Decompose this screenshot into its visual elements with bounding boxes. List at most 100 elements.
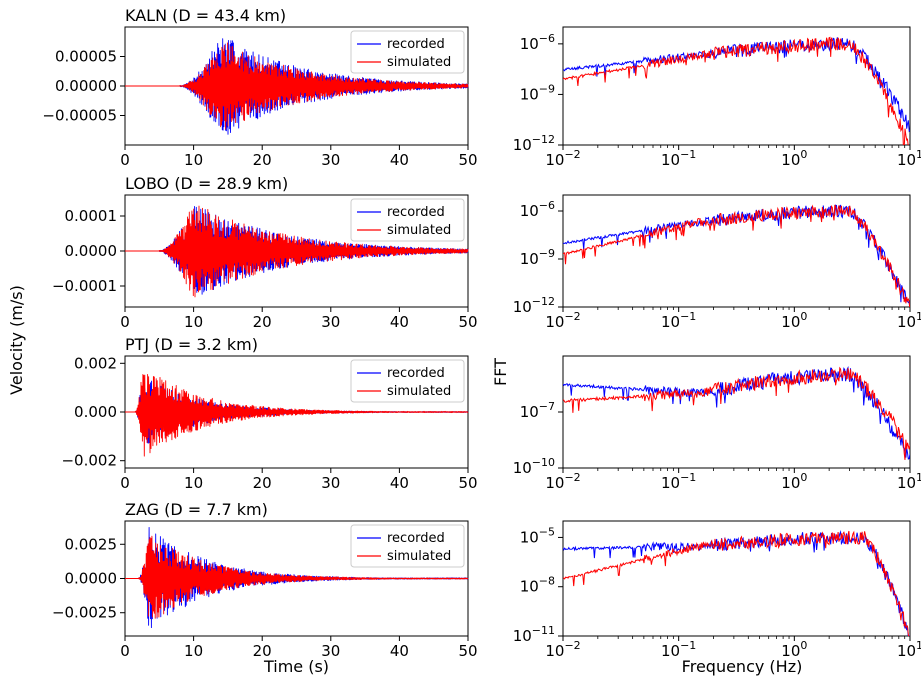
axes-frame [562,355,911,469]
spectrum-simulated [563,366,910,460]
xtick-label: 10−1 [661,310,696,331]
xtick-label: 50 [458,474,477,492]
axes-frame [562,26,911,146]
ytick-label: −0.002 [61,452,117,470]
legend-label-simulated: simulated [387,223,451,238]
xtick-label: 30 [321,474,340,492]
ytick-label: 0.0000 [65,242,118,260]
spectrum-recorded [563,37,910,133]
xtick-label: 40 [390,642,409,660]
xtick-label: 20 [253,151,272,169]
xtick-label: 0 [120,474,130,492]
xtick-label: 10 [184,642,203,660]
panel-title: PTJ (D = 3.2 km) [125,335,258,354]
xtick-label: 10−2 [545,310,580,331]
xtick-label: 101 [897,471,921,492]
xlabel-frequency: Frequency (Hz) [682,657,803,676]
trace-simulated [125,42,469,130]
time-panel-6: 0 10 20 30 40 50 0.0025 0.0000 −0.0025 ZAG (D = 7… [52,500,478,676]
legend-label-simulated: simulated [387,384,451,399]
time-panel-4: 0 10 20 30 40 50 0.002 0.000 −0.002 PTJ (D = 3.2 … [61,335,477,492]
xlabel-time: Time (s) [263,657,329,676]
ytick-label: 10−5 [520,525,555,546]
ylabel-velocity: Velocity (m/s) [7,285,26,395]
spectrum-simulated [563,204,910,307]
ytick-label: 10−9 [520,247,555,268]
ytick-label: −0.0025 [52,604,117,622]
legend-label-recorded: recorded [387,366,445,381]
xtick-label: 20 [253,474,272,492]
xtick-label: 100 [781,639,807,660]
trace-simulated [125,205,469,298]
spectrum-simulated [563,36,909,145]
xtick-label: 100 [781,310,807,331]
legend-label-recorded: recorded [387,205,445,220]
ylabel-fft: FFT [491,358,510,386]
axes-frame [562,194,911,308]
ytick-label: 0.002 [74,354,117,372]
spectrum-recorded [563,365,910,460]
xtick-label: 50 [458,642,477,660]
spectrum-simulated [563,530,910,636]
legend: recorded simulated [350,524,465,568]
ytick-label: 10−6 [520,199,555,220]
xtick-label: 30 [321,151,340,169]
ytick-label: 10−7 [520,400,555,421]
xtick-label: 50 [458,151,477,169]
xtick-label: 40 [390,313,409,331]
panel-title: ZAG (D = 7.7 km) [125,500,268,519]
xtick-label: 30 [321,642,340,660]
xtick-label: 40 [390,474,409,492]
legend: recorded simulated [350,198,465,242]
xtick-label: 20 [253,313,272,331]
xtick-label: 30 [321,313,340,331]
xtick-label: 10−1 [661,148,696,169]
ytick-label: 0.0001 [65,207,118,225]
time-panel-2: 0 10 20 30 40 50 0.0001 0.0000 −0.0001 LOBO (D = … [52,174,478,331]
xtick-label: 0 [120,313,130,331]
time-panel-0: 0 10 20 30 40 50 0.00005 0.00000 −0.00005 KALN (D… [42,6,477,169]
ytick-label: 10−6 [520,32,555,53]
xtick-label: 100 [781,471,807,492]
ytick-label: −0.0001 [52,277,117,295]
xtick-label: 100 [781,148,807,169]
xtick-label: 0 [120,151,130,169]
xtick-label: 101 [897,639,921,660]
legend: recorded simulated [350,359,465,403]
xtick-label: 10 [184,474,203,492]
xtick-label: 40 [390,151,409,169]
ytick-label: 0.00000 [55,77,117,95]
ytick-label: 0.000 [74,403,117,421]
xtick-label: 101 [897,310,921,331]
xtick-label: 101 [897,148,921,169]
legend-label-simulated: simulated [387,55,451,70]
ytick-label: 0.0000 [65,570,118,588]
xtick-label: 10−2 [545,639,580,660]
xtick-label: 0 [120,642,130,660]
ytick-label: −0.00005 [42,107,117,125]
xtick-label: 10−2 [545,148,580,169]
ytick-label: 0.00005 [55,48,117,66]
trace-simulated [125,535,469,619]
trace-simulated [125,373,469,457]
xtick-label: 10 [184,313,203,331]
ytick-label: 10−8 [520,575,555,596]
panel-title: KALN (D = 43.4 km) [125,6,286,25]
ytick-label: 10−9 [520,82,555,103]
xtick-label: 10−1 [661,471,696,492]
legend-label-simulated: simulated [387,549,451,564]
xtick-label: 10−2 [545,471,580,492]
legend-label-recorded: recorded [387,531,445,546]
xtick-label: 10 [184,151,203,169]
legend-label-recorded: recorded [387,37,445,52]
legend: recorded simulated [350,30,465,74]
xtick-label: 20 [253,642,272,660]
panel-title: LOBO (D = 28.9 km) [125,174,288,193]
xtick-label: 50 [458,313,477,331]
ytick-label: 0.0025 [65,535,118,553]
